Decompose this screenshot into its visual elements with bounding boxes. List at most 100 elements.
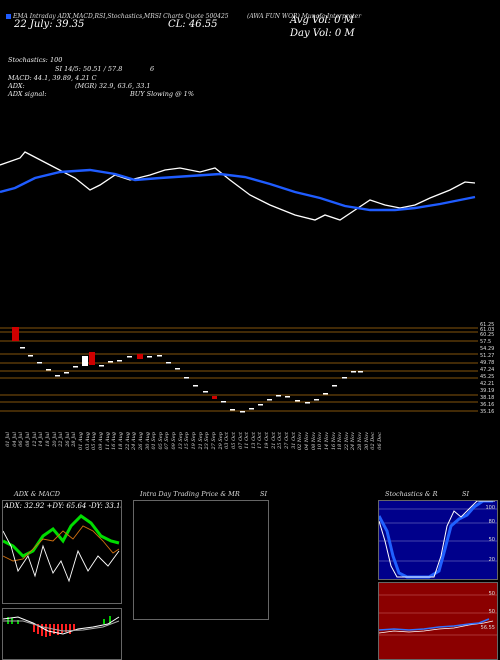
candle-down: [212, 396, 217, 399]
date-label: 18 Jul: [44, 432, 51, 447]
mrsi-value: (MGR) 32.9, 63.6, 33.1: [75, 82, 151, 90]
stoch-level: 50: [488, 537, 495, 543]
rsi-six: 6: [150, 65, 155, 73]
macd-histogram-up: [7, 616, 111, 624]
mrsi-level: 50: [488, 591, 495, 597]
date-label: 26 Jul: [64, 432, 71, 447]
date-label: 16 Aug: [111, 432, 118, 450]
mrsi-level: 50: [488, 609, 495, 615]
price-level: 36.16: [480, 402, 495, 408]
date-label: 20 Jul: [51, 432, 58, 447]
candle-down: [137, 354, 143, 359]
date-label: 23 Sep: [204, 432, 211, 450]
price-level: 35.16: [480, 409, 495, 415]
macd-signal-line: [3, 620, 120, 632]
date-label: 21 Oct: [270, 432, 277, 449]
ema-fast-line: [0, 151, 476, 221]
macd-line: [3, 616, 120, 635]
date-label: 22 Nov: [343, 432, 350, 451]
price-level: 60.25: [480, 332, 495, 338]
date-label: 29 Sep: [217, 432, 224, 450]
date-label: 22 Aug: [124, 432, 131, 450]
date-label: 02 Nov: [297, 432, 304, 451]
price-level: 42.21: [480, 381, 495, 387]
date-label: 07 Oct: [237, 432, 244, 449]
price-level: 47.24: [480, 367, 495, 373]
date-label: 08 Nov: [310, 432, 317, 451]
date-label: 04 Nov: [303, 432, 310, 451]
date-label: 30 Aug: [144, 432, 151, 450]
stoch-level: 100: [485, 505, 495, 511]
candle-down: [12, 327, 19, 341]
date-label: 27 Sep: [210, 432, 217, 450]
date-axis: 01 Jul 04 Jul 06 Jul 08 Jul 12 Jul 14 Jul 18 J…: [0, 432, 480, 484]
header-line: EMA Intraday ADX,MACD,RSI,Stochastics,MR…: [13, 13, 229, 20]
date-label: 04 Jul: [11, 432, 18, 447]
stochastics-value: Stochastics: 100: [8, 56, 63, 64]
date-label: 05 Aug: [91, 432, 98, 450]
date-label: 28 Nov: [357, 432, 364, 451]
price-close: CL: 46.55: [168, 19, 218, 30]
macd-value: MACD: 44.1, 39.89, 4.21 C: [8, 74, 97, 82]
date-label: 30 Nov: [363, 432, 370, 451]
mrsi-value: 56.55: [480, 625, 495, 631]
rsi-value: SI 14/5: 50.51 / 57.8: [55, 65, 123, 73]
stochastics-si: SI: [462, 490, 470, 498]
date-label: 22 Jul: [58, 432, 65, 447]
day-volume: Day Vol: 0 M: [290, 28, 355, 39]
stoch-white-line: [379, 501, 495, 578]
date-label: 02 Dec: [370, 432, 377, 450]
intraday-panel: [133, 500, 269, 620]
buy-signal: BUY Slowing @ 1%: [130, 90, 194, 98]
stochastics-title: Stochastics & R: [385, 490, 438, 498]
date-label: 16 Nov: [330, 432, 337, 451]
stoch-level: 20: [488, 557, 495, 563]
date-label: 12 Jul: [31, 432, 38, 447]
date-label: 01 Jul: [5, 432, 11, 447]
price-level: 49.78: [480, 360, 495, 366]
date-label: 01 Sep: [151, 432, 158, 450]
price-level: 39.19: [480, 388, 495, 394]
date-label: 25 Oct: [277, 432, 284, 449]
date-label: 06 Dec: [377, 432, 383, 450]
date-label: 13 Oct: [250, 432, 257, 449]
company-name: (AWA FUN WOR) Munafa Interpreter: [247, 13, 362, 20]
date-label: 14 Jul: [38, 432, 45, 447]
date-label: 06 Jul: [18, 432, 25, 447]
date-label: 24 Aug: [131, 432, 138, 450]
price-level: 57.5: [480, 339, 492, 345]
adx-orange-line: [3, 525, 120, 562]
date-label: 31 Oct: [290, 432, 297, 449]
macd-panel: [2, 608, 122, 660]
candle-down: [89, 352, 95, 365]
adx-signal-label: ADX signal:: [8, 90, 47, 98]
date-label: 11 Oct: [244, 432, 251, 449]
date-label: 01 Aug: [78, 432, 85, 450]
avg-volume: Avg Vol: 0 M: [290, 15, 354, 26]
date-label: 09 Aug: [98, 432, 104, 450]
date-label: 18 Nov: [337, 432, 344, 451]
adx-green-line: [3, 514, 120, 558]
price-level: 51.27: [480, 353, 495, 359]
date-label: 03 Oct: [224, 432, 231, 449]
date-label: 14 Nov: [323, 432, 330, 451]
price-level: 38.18: [480, 395, 495, 401]
adx-macd-title: ADX & MACD: [14, 490, 60, 498]
date-label: 09 Sep: [171, 432, 178, 450]
date-label: 15 Sep: [184, 432, 191, 450]
date-label: 17 Oct: [257, 432, 264, 449]
date-label: 27 Oct: [284, 432, 290, 449]
date-label: 18 Aug: [117, 432, 124, 450]
candle-up: [82, 356, 88, 366]
price-level: 45.25: [480, 374, 495, 380]
date-label: 05 Oct: [230, 432, 237, 449]
candles: [12, 327, 363, 413]
mrsi-panel: 50 50 56.55: [378, 582, 498, 660]
date-label: 10 Nov: [317, 432, 324, 451]
date-label: 07 Sep: [164, 432, 171, 450]
date-label: 11 Aug: [104, 432, 111, 450]
date-label: 24 Nov: [350, 432, 357, 451]
price-chart: [0, 327, 478, 413]
adx-label: ADX:: [8, 82, 25, 90]
adx-values: ADX: 32.92 +DY: 65.64 -DY: 33.13: [4, 502, 122, 510]
